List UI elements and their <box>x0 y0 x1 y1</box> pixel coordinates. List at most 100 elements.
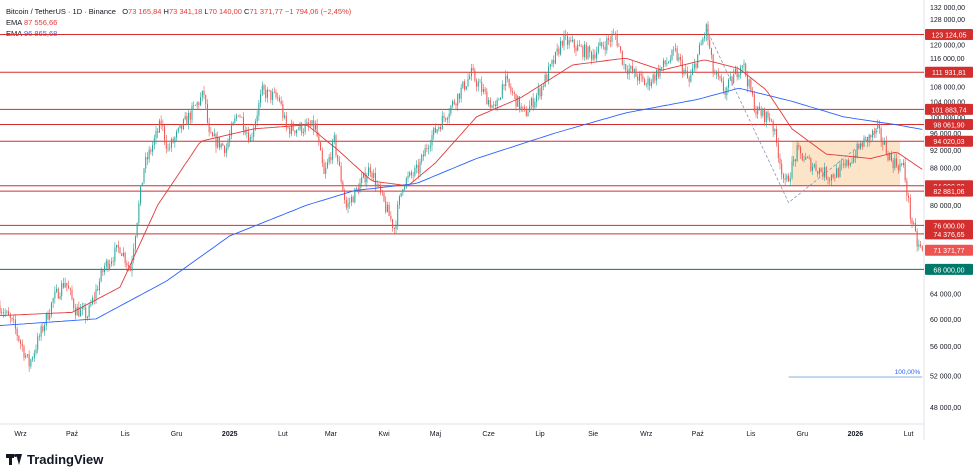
y-tick-label: 128 000,00 <box>930 17 965 24</box>
candle-body <box>572 39 574 42</box>
candle-body <box>549 64 551 67</box>
candle-body <box>251 136 253 138</box>
candle-body <box>566 35 568 45</box>
level-tag: 74 376,65 <box>933 232 964 239</box>
candle-body <box>637 76 639 81</box>
candle-body <box>892 160 894 169</box>
candle-body <box>232 122 234 126</box>
candle-body <box>160 120 162 125</box>
candle-body <box>863 137 865 147</box>
candle-body <box>837 168 839 177</box>
candle-body <box>35 349 37 353</box>
x-tick-label: Lut <box>904 431 914 438</box>
y-tick-label: 60 000,00 <box>930 317 961 324</box>
y-tick-label: 96 000,00 <box>930 131 961 138</box>
candle-body <box>26 354 28 356</box>
candle-body <box>124 252 126 264</box>
candle-body <box>158 120 160 133</box>
candle-body <box>544 74 546 87</box>
candle-body <box>700 43 702 46</box>
candle-body <box>177 127 179 132</box>
candle-body <box>652 74 654 83</box>
candle-body <box>405 178 407 188</box>
candle-body <box>284 115 286 118</box>
candle-body <box>254 121 256 130</box>
x-tick-label: Wrz <box>640 431 653 438</box>
candle-body <box>42 326 44 332</box>
candle-body <box>18 335 20 341</box>
candle-body <box>434 127 436 133</box>
candle-body <box>568 40 570 45</box>
candle-body <box>270 90 272 100</box>
candle-body <box>782 174 784 179</box>
candle-body <box>525 109 527 117</box>
candle-body <box>131 260 133 271</box>
candle-body <box>44 325 46 332</box>
candle-body <box>688 77 690 82</box>
x-tick-label: Wrz <box>14 431 27 438</box>
ema-fast-row[interactable]: EMA 87 556,66 <box>6 17 351 28</box>
candle-body <box>71 289 73 299</box>
candle-body <box>587 46 589 59</box>
candle-body <box>920 244 922 247</box>
candle-body <box>258 102 260 116</box>
candle-body <box>512 91 514 93</box>
candle-body <box>345 199 347 208</box>
candle-body <box>808 157 810 159</box>
candle-body <box>122 252 124 256</box>
candle-body <box>628 68 630 75</box>
candle-body <box>229 135 231 143</box>
candle-body <box>212 132 214 137</box>
candle-body <box>575 47 577 51</box>
candle-body <box>169 147 171 149</box>
level-tag: 94 020,03 <box>933 139 964 146</box>
candle-body <box>527 112 529 117</box>
candle-body <box>165 140 167 149</box>
candle-body <box>280 101 282 104</box>
candle-body <box>242 117 244 131</box>
candle-body <box>381 192 383 194</box>
candle-body <box>788 175 790 182</box>
candle-body <box>486 91 488 105</box>
symbol-title[interactable]: Bitcoin / TetherUS · 1D · Binance <box>6 7 116 16</box>
candle-body <box>393 227 395 229</box>
candle-body <box>476 80 478 87</box>
candle-body <box>918 244 920 247</box>
level-tag: 111 931,81 <box>932 70 966 77</box>
y-tick-label: 56 000,00 <box>930 344 961 351</box>
candle-body <box>680 57 682 61</box>
candle-body <box>32 358 34 360</box>
candle-body <box>445 118 447 120</box>
candle-body <box>614 33 616 35</box>
candle-body <box>263 85 265 90</box>
candle-body <box>361 177 363 183</box>
candle-body <box>896 158 898 166</box>
x-tick-label: Gru <box>171 431 183 438</box>
candle-body <box>234 118 236 123</box>
candle-body <box>110 261 112 265</box>
candle-body <box>692 68 694 75</box>
candle-body <box>260 94 262 103</box>
candle-body <box>386 204 388 212</box>
candle-body <box>868 135 870 143</box>
candle-body <box>537 88 539 96</box>
candle-body <box>230 125 232 136</box>
candle-body <box>321 150 323 164</box>
candle-body <box>462 81 464 88</box>
candle-body <box>201 90 203 98</box>
candle-body <box>49 314 51 320</box>
candle-body <box>342 181 344 192</box>
candle-body <box>872 130 874 138</box>
candle-body <box>25 355 27 358</box>
candle-body <box>503 84 505 87</box>
candle-body <box>551 60 553 65</box>
tradingview-brand[interactable]: TradingView <box>6 452 103 467</box>
candle-body <box>902 162 904 166</box>
level-tag-bg <box>925 228 973 240</box>
candle-body <box>20 340 22 344</box>
ema-slow-row[interactable]: EMA 96 865,68 <box>6 28 351 39</box>
candle-body <box>848 160 850 166</box>
candle-body <box>200 97 202 105</box>
candle-body <box>66 282 68 286</box>
